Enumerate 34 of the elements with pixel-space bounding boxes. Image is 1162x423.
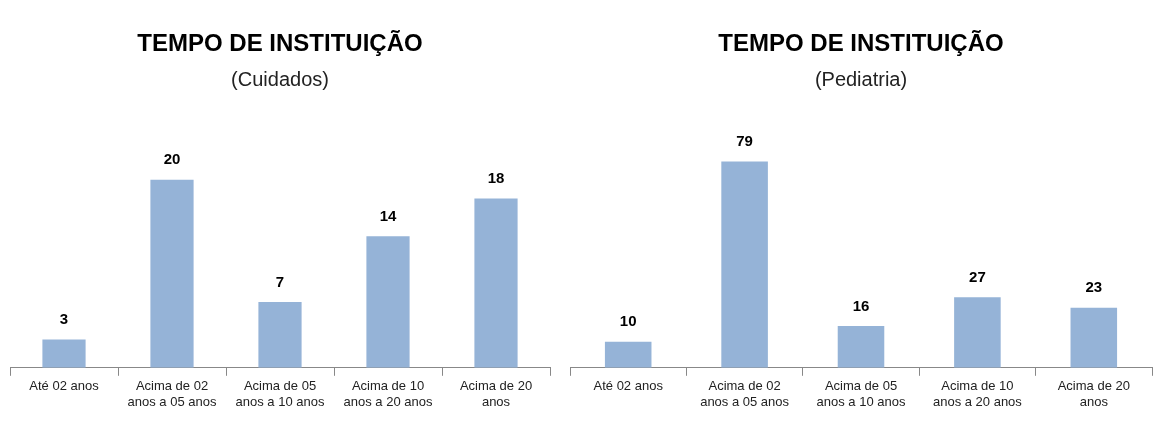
chart-title: TEMPO DE INSTITUIÇÃO (718, 29, 1004, 57)
x-tick-label: Até 02 anos (593, 378, 664, 394)
data-label: 23 (1085, 278, 1103, 296)
data-label: 20 (163, 150, 181, 168)
x-tick-label: Acima de 20 anos (459, 378, 533, 409)
bar (604, 341, 652, 368)
bar (150, 179, 194, 368)
data-label: 27 (969, 267, 986, 285)
x-tick-label: Acima de 10 anos a 20 anos (932, 378, 1023, 409)
chart-subtitle: (Cuidados) (231, 68, 329, 91)
x-tick-label: Acima de 05 anos a 10 anos (235, 378, 325, 409)
chart-subtitle: (Pediatria) (814, 68, 908, 91)
bar (1070, 307, 1118, 368)
bar (42, 339, 86, 368)
x-tick-label: Acima de 10 anos a 20 anos (343, 378, 433, 409)
bar (258, 302, 302, 368)
x-tick-label: Até 02 anos (29, 378, 100, 394)
data-label: 7 (275, 272, 285, 290)
bar (721, 161, 768, 368)
bar (366, 236, 410, 368)
bar (954, 297, 1001, 368)
data-label: 10 (619, 312, 637, 330)
data-label: 79 (736, 132, 753, 150)
data-label: 16 (852, 296, 870, 314)
x-tick-label: Acima de 20 anos (1057, 378, 1130, 409)
data-label: 3 (59, 310, 69, 328)
x-tick-label: Acima de 02 anos a 05 anos (127, 378, 217, 409)
data-label: 18 (487, 169, 505, 187)
bar (837, 326, 885, 368)
x-tick-label: Acima de 02 anos a 05 anos (700, 378, 790, 409)
x-tick-label: Acima de 05 anos a 10 anos (816, 378, 906, 409)
data-label: 14 (379, 206, 397, 224)
bar (474, 198, 518, 368)
chart-title: TEMPO DE INSTITUIÇÃO (137, 29, 423, 57)
